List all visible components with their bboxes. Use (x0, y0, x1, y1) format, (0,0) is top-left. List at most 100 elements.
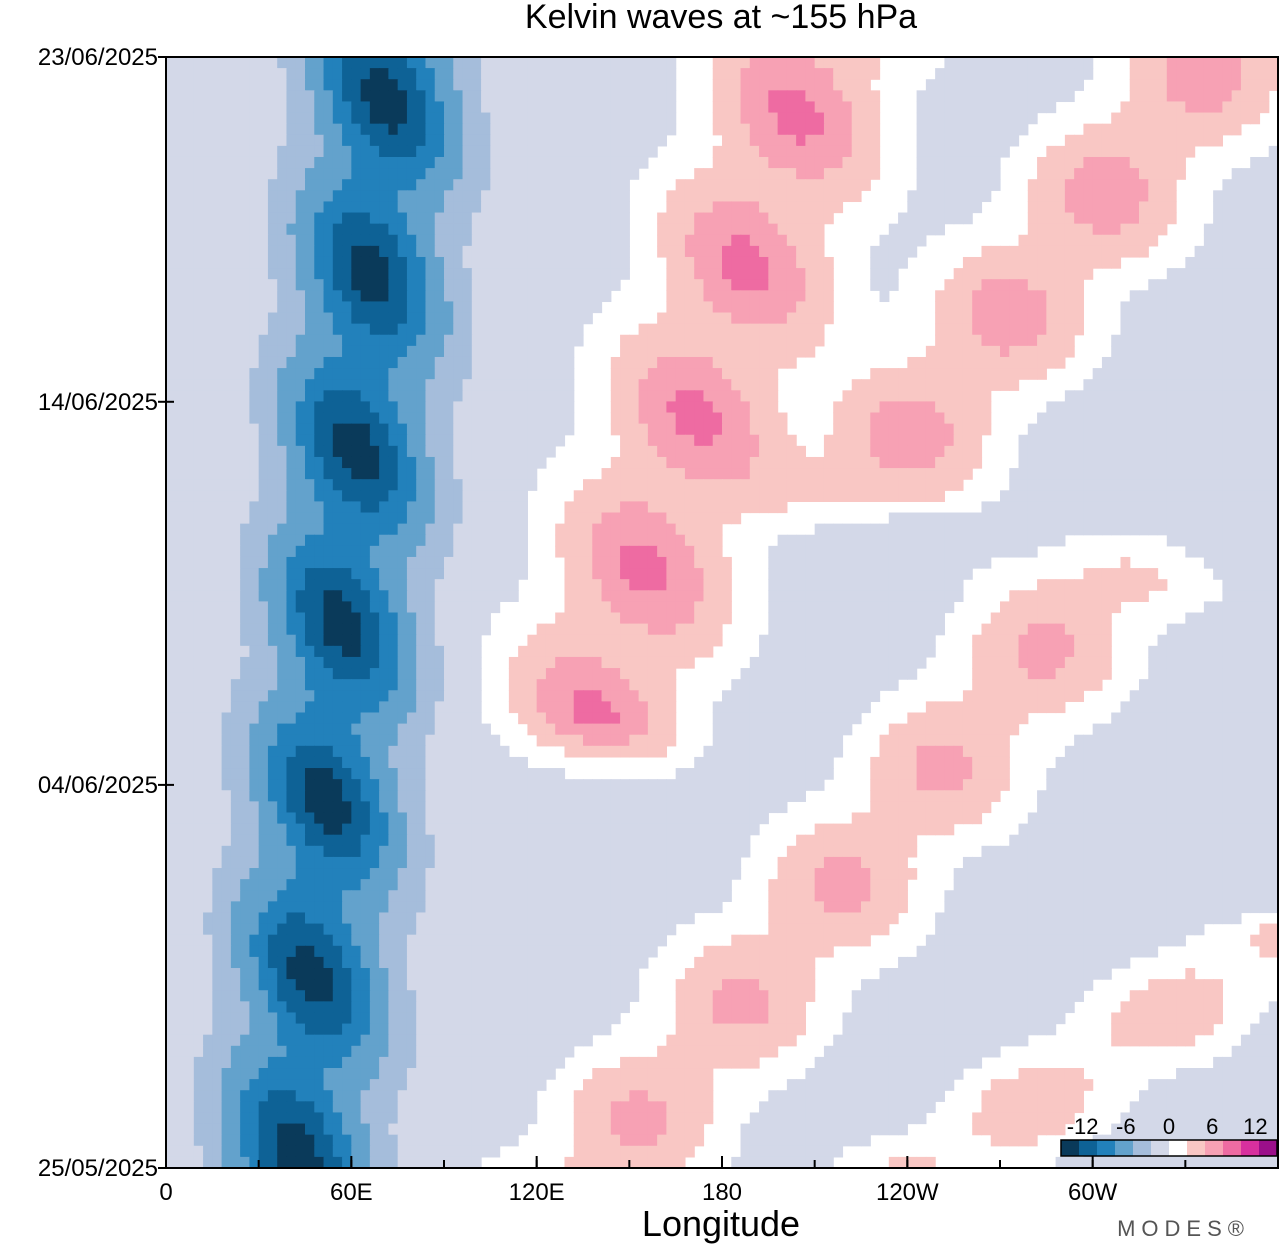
field-cell (1055, 523, 1066, 536)
field-cell (1092, 412, 1103, 425)
field-cell (545, 445, 556, 458)
field-cell (499, 68, 510, 80)
field-cell (490, 312, 501, 325)
field-cell (1222, 512, 1233, 525)
field-cell (916, 568, 927, 580)
field-cell (592, 279, 603, 291)
field-cell (342, 556, 352, 569)
field-cell (712, 79, 723, 91)
field-cell (249, 334, 260, 347)
field-cell (249, 156, 260, 169)
field-cell (1268, 79, 1278, 91)
field-cell (323, 212, 334, 225)
field-cell (379, 434, 389, 447)
field-cell (981, 256, 992, 269)
field-cell (212, 212, 223, 225)
field-cell (175, 512, 186, 525)
field-cell (305, 168, 315, 180)
field-cell (620, 145, 630, 158)
field-cell (1166, 101, 1177, 114)
field-cell (657, 490, 667, 502)
field-cell (388, 168, 399, 180)
field-cell (564, 101, 575, 114)
field-cell (694, 568, 705, 580)
field-cell (203, 179, 213, 191)
field-cell (1250, 212, 1261, 225)
field-cell (175, 379, 186, 391)
field-cell (777, 245, 788, 258)
field-cell (332, 123, 343, 136)
field-cell (351, 390, 362, 403)
field-cell (944, 57, 955, 69)
field-cell (536, 245, 547, 258)
field-cell (240, 590, 250, 602)
field-cell (175, 334, 186, 347)
field-cell (1037, 523, 1047, 536)
field-cell (369, 90, 380, 103)
field-cell (221, 545, 232, 558)
field-cell (1000, 57, 1010, 69)
field-cell (1259, 379, 1270, 391)
field-cell (416, 101, 427, 114)
field-cell (481, 356, 491, 369)
field-cell (481, 190, 491, 203)
field-cell (601, 168, 612, 180)
field-cell (1101, 401, 1112, 414)
field-cell (193, 601, 204, 614)
field-cell (777, 468, 788, 480)
field-cell (962, 568, 973, 580)
field-cell (388, 545, 399, 558)
field-cell (1166, 345, 1177, 358)
field-cell (434, 112, 445, 125)
field-cell (332, 312, 343, 325)
field-cell (944, 512, 955, 525)
field-cell (1074, 79, 1084, 91)
field-cell (629, 168, 640, 180)
field-cell (1092, 468, 1103, 480)
field-cell (1064, 256, 1075, 269)
field-cell (258, 379, 269, 391)
field-cell (712, 323, 723, 336)
field-cell (990, 101, 1001, 114)
field-cell (805, 223, 816, 236)
field-cell (1027, 368, 1038, 380)
field-cell (759, 90, 769, 103)
field-cell (1120, 234, 1131, 247)
field-cell (240, 534, 250, 547)
field-cell (777, 356, 788, 369)
field-cell (1185, 445, 1196, 458)
field-cell (981, 68, 992, 80)
field-cell (332, 434, 343, 447)
field-cell (332, 545, 343, 558)
field-cell (267, 423, 278, 436)
field-cell (1250, 234, 1261, 247)
field-cell (527, 90, 538, 103)
field-cell (193, 57, 204, 69)
field-cell (666, 68, 677, 80)
field-cell (286, 90, 297, 103)
field-cell (1064, 179, 1075, 191)
field-cell (564, 201, 575, 214)
field-cell (388, 379, 399, 391)
field-cell (879, 568, 890, 580)
field-cell (462, 134, 473, 147)
field-cell (777, 145, 788, 158)
field-cell (175, 401, 186, 414)
field-cell (1064, 145, 1075, 158)
field-cell (1231, 179, 1242, 191)
field-cell (184, 290, 195, 303)
field-cell (592, 534, 603, 547)
field-cell (258, 179, 269, 191)
field-cell (295, 368, 306, 380)
field-cell (1111, 579, 1122, 591)
field-cell (842, 145, 853, 158)
field-cell (166, 368, 176, 380)
field-cell (166, 123, 176, 136)
field-cell (379, 223, 389, 236)
field-cell (610, 90, 621, 103)
field-cell (1064, 190, 1075, 203)
field-cell (1259, 101, 1270, 114)
field-cell (555, 523, 566, 536)
field-cell (351, 368, 362, 380)
field-cell (981, 334, 992, 347)
